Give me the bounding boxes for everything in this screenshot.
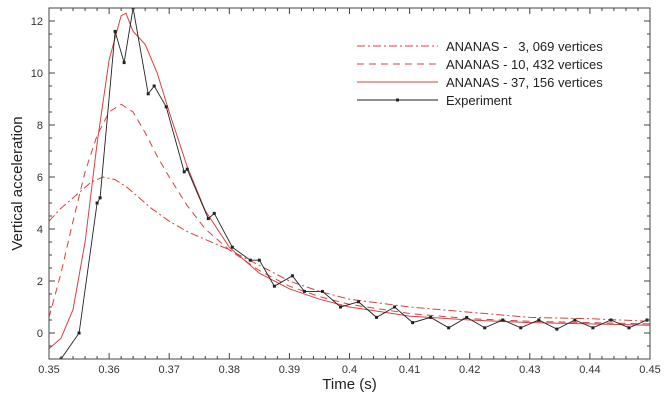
ticks-layer: 0.35 0.36 0.37 0.38 0.39 0.4 0.41 0.42 0.43 0.44 0… xyxy=(31,7,661,376)
data-point xyxy=(393,305,397,309)
legend-marker xyxy=(396,98,399,102)
y-tick-label: 12 xyxy=(31,16,43,28)
series-line-3 xyxy=(49,12,650,349)
x-tick-label: 0.41 xyxy=(399,364,420,376)
x-tick-label: 0.39 xyxy=(279,364,300,376)
x-tick-label: 0.37 xyxy=(158,364,179,376)
legend-label-3: ANANAS - 37, 156 vertices xyxy=(446,75,603,90)
legend: ANANAS - 3, 069 vertices ANANAS - 10, 432… xyxy=(357,39,603,108)
y-tick-label: 4 xyxy=(37,224,43,236)
data-point xyxy=(248,258,252,262)
data-point xyxy=(230,245,234,249)
legend-label-2: ANANAS - 10, 432 vertices xyxy=(446,57,603,72)
x-tick-label: 0.35 xyxy=(38,364,59,376)
data-point xyxy=(257,258,261,262)
data-point xyxy=(164,105,168,109)
data-point xyxy=(290,274,294,278)
data-point xyxy=(375,315,379,319)
data-point xyxy=(465,315,469,319)
data-point xyxy=(411,321,415,325)
data-point xyxy=(302,289,306,293)
x-tick-label: 0.36 xyxy=(98,364,119,376)
data-point xyxy=(113,29,117,33)
legend-label-4: Experiment xyxy=(446,93,512,108)
data-point xyxy=(212,211,216,215)
data-point xyxy=(591,326,595,330)
data-point xyxy=(519,326,523,330)
series-line-2 xyxy=(49,103,650,325)
y-tick-label: 10 xyxy=(31,68,43,80)
data-point xyxy=(537,318,541,322)
y-axis-title: Vertical acceleration xyxy=(9,116,26,250)
data-point xyxy=(645,318,649,322)
data-point xyxy=(447,326,451,330)
data-point xyxy=(501,318,505,322)
x-tick-label: 0.43 xyxy=(519,364,540,376)
data-point xyxy=(122,61,126,65)
data-point xyxy=(182,170,186,174)
data-point xyxy=(95,201,99,205)
x-tick-label: 0.4 xyxy=(342,364,357,376)
data-point xyxy=(338,305,342,309)
data-point xyxy=(555,327,559,331)
data-point xyxy=(272,284,276,288)
x-tick-label: 0.42 xyxy=(459,364,480,376)
x-tick-label: 0.38 xyxy=(219,364,240,376)
y-tick-label: 6 xyxy=(37,172,43,184)
data-point xyxy=(146,92,150,96)
data-point xyxy=(627,326,631,330)
data-point xyxy=(206,217,210,221)
x-tick-label: 0.45 xyxy=(639,364,660,376)
y-tick-label: 8 xyxy=(37,120,43,132)
series-line-1 xyxy=(49,176,650,322)
data-point xyxy=(185,167,189,171)
x-tick-label: 0.44 xyxy=(579,364,600,376)
y-tick-label: 0 xyxy=(37,328,43,340)
data-point xyxy=(357,300,361,304)
data-point xyxy=(320,289,324,293)
data-point xyxy=(77,331,81,335)
x-axis-title: Time (s) xyxy=(322,376,376,393)
data-point xyxy=(429,315,433,319)
data-point xyxy=(573,318,577,322)
data-point xyxy=(98,196,102,200)
legend-label-1: ANANAS - 3, 069 vertices xyxy=(446,39,603,54)
data-point xyxy=(609,318,613,322)
y-tick-label: 2 xyxy=(37,276,43,288)
series-layer xyxy=(49,8,650,359)
data-point xyxy=(152,84,156,88)
data-point xyxy=(483,326,487,330)
